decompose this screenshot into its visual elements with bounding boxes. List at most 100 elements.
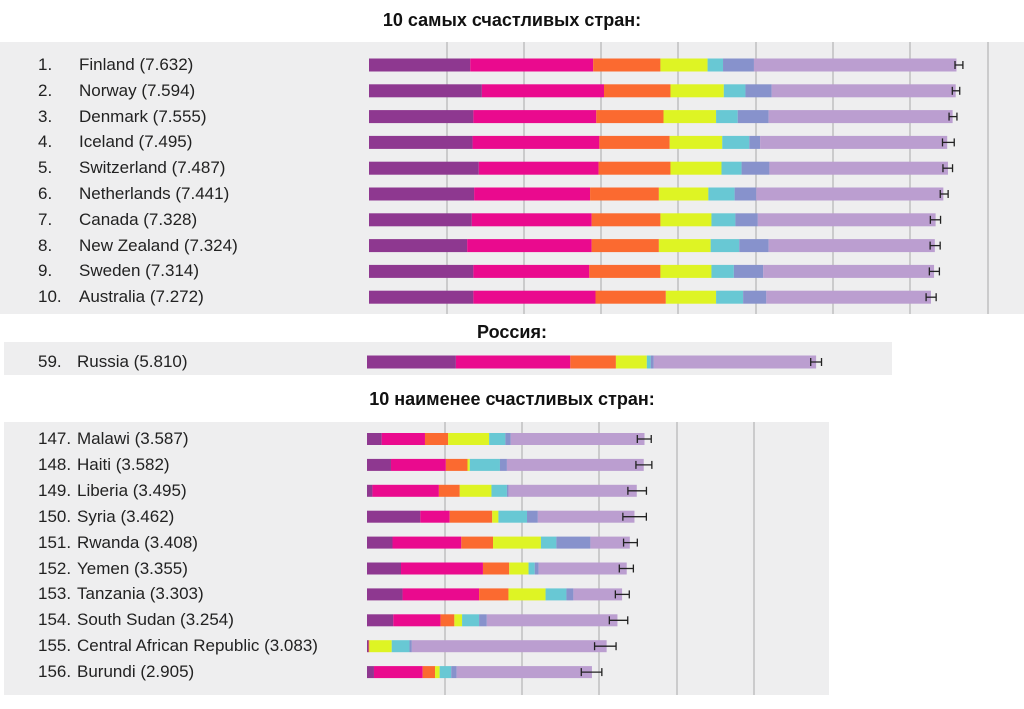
bar-segment: [369, 187, 475, 201]
bar-segment: [390, 458, 446, 471]
bar-segment: [723, 84, 746, 98]
row-country-label: Syria (3.462): [77, 506, 175, 526]
bar-segment: [498, 510, 528, 523]
bar-segment: [753, 58, 957, 72]
bar-segment: [735, 213, 758, 227]
bar-segment: [402, 588, 480, 601]
bar-segment: [660, 264, 712, 278]
row-rank: 147.: [38, 429, 72, 448]
row-rank: 152.: [38, 558, 72, 578]
bar-segment: [741, 161, 770, 175]
row-country-label: Malawi (3.587): [77, 429, 189, 448]
bar-segment: [670, 84, 724, 98]
bar-segment: [766, 290, 931, 304]
bar-segment: [401, 562, 483, 575]
row-rank: 148.: [38, 454, 72, 474]
bar-segment: [469, 458, 500, 471]
row-country-label: Netherlands (7.441): [79, 184, 230, 203]
bar-segment: [669, 135, 723, 149]
row-country-label: Liberia (3.495): [77, 480, 187, 500]
top-section-title: 10 самых счастливых стран:: [382, 10, 642, 30]
bar-segment: [369, 640, 392, 653]
bar-segment: [528, 562, 535, 575]
bar-segment: [590, 187, 659, 201]
bar-segment: [733, 264, 764, 278]
bar-segment: [369, 84, 482, 98]
bar-segment: [710, 239, 740, 253]
bar-segment: [721, 161, 742, 175]
bar-segment: [467, 458, 470, 471]
bar-segment: [506, 458, 644, 471]
row-country-label: Burundi (2.905): [77, 662, 195, 682]
bar-segment: [760, 135, 948, 149]
row-country-label: Finland (7.632): [79, 55, 194, 74]
bar-segment: [367, 666, 374, 679]
bar-segment: [589, 264, 661, 278]
bar-segment: [456, 666, 592, 679]
row-country-label: Switzerland (7.487): [79, 158, 226, 178]
bar-segment: [439, 666, 452, 679]
bar-segment: [722, 135, 750, 149]
bar-segment: [461, 536, 493, 549]
row-country-label: Sweden (7.314): [79, 261, 200, 281]
row-country-label: Tanzania (3.303): [77, 584, 204, 604]
bar-segment: [462, 614, 480, 627]
bar-segment: [510, 433, 645, 445]
bar-segment: [716, 290, 744, 304]
bar-segment: [506, 484, 509, 497]
bar-segment: [768, 239, 935, 253]
bar-segment: [599, 135, 670, 149]
bar-segment: [473, 264, 590, 278]
bar-segment: [663, 110, 717, 124]
bar-segment: [459, 484, 492, 497]
bar-segment: [723, 58, 754, 72]
bar-segment: [368, 640, 370, 653]
bar-segment: [367, 614, 394, 627]
bar-segment: [556, 536, 591, 549]
bar-segment: [660, 213, 712, 227]
bar-segment: [438, 484, 460, 497]
bar-segment: [566, 588, 574, 601]
bar-segment: [454, 614, 463, 627]
bar-segment: [367, 484, 373, 497]
bar-segment: [658, 187, 709, 201]
bar-segment: [707, 58, 724, 72]
russia-section-title: Россия:: [477, 322, 547, 342]
bar-segment: [489, 433, 506, 445]
bar-segment: [769, 161, 948, 175]
bar-segment: [422, 666, 436, 679]
bar-segment: [650, 355, 654, 369]
bar-segment: [598, 161, 671, 175]
bar-segment: [660, 58, 708, 72]
bar-segment: [473, 110, 597, 124]
bar-segment: [509, 562, 529, 575]
bar-segment: [481, 84, 604, 98]
row-country-label: Rwanda (3.408): [77, 532, 198, 552]
bar-segment: [768, 110, 953, 124]
bar-segment: [367, 562, 402, 575]
bar-segment: [455, 355, 571, 369]
bar-segment: [573, 588, 623, 601]
bar-segment: [593, 58, 661, 72]
row-rank: 154.: [38, 610, 72, 630]
bar-segment: [534, 562, 539, 575]
bar-segment: [596, 110, 664, 124]
bar-segment: [665, 290, 717, 304]
bar-segment: [482, 562, 510, 575]
bar-segment: [369, 213, 472, 227]
row-rank: 7.: [38, 209, 53, 229]
row-rank: 10.: [38, 287, 62, 307]
bar-segment: [711, 264, 734, 278]
bar-segment: [372, 484, 439, 497]
bar-segment: [537, 510, 635, 523]
bar-segment: [479, 588, 509, 601]
row-rank: 2.: [38, 80, 53, 100]
bar-segment: [734, 187, 757, 201]
bar-segment: [367, 458, 391, 471]
bar-segment: [540, 536, 557, 549]
bar-segment: [492, 510, 499, 523]
bar-segment: [756, 187, 944, 201]
bar-segment: [603, 84, 671, 98]
bar-segment: [743, 290, 767, 304]
